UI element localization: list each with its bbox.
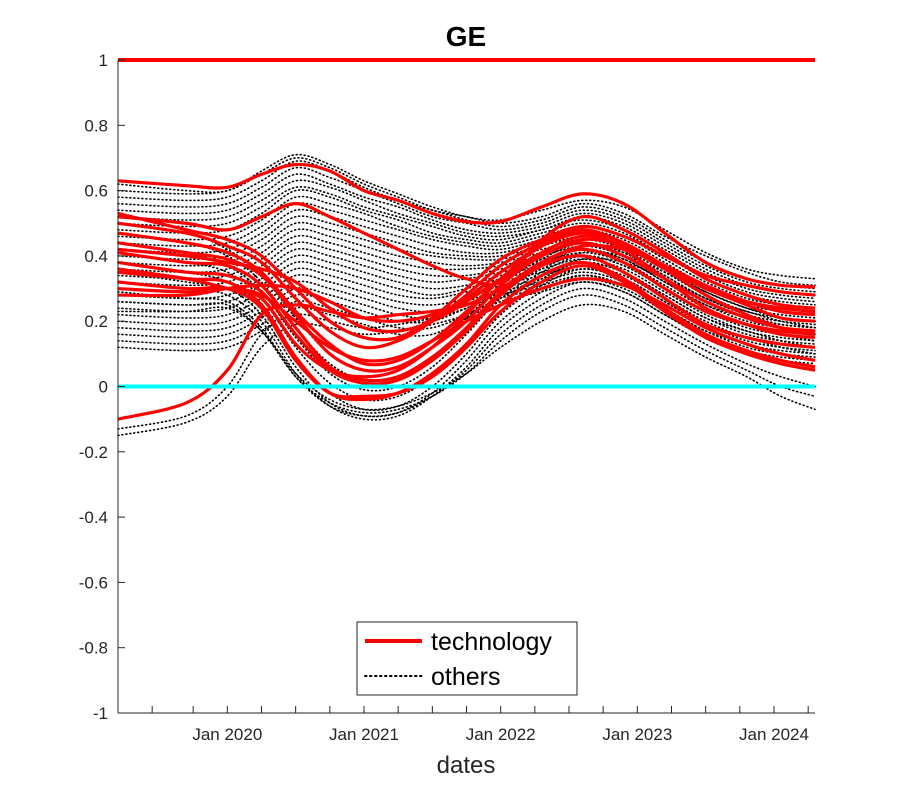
y-tick-label: 0.4 — [84, 247, 108, 266]
others-line-12 — [117, 215, 816, 319]
y-tick-label: 0.8 — [84, 116, 108, 135]
legend: technology others — [356, 621, 578, 696]
others-line-33 — [117, 281, 816, 421]
y-tick-label: -1 — [93, 704, 108, 723]
technology-line-15 — [117, 231, 816, 379]
technology-line-11 — [117, 277, 816, 363]
technology-line-12 — [117, 231, 816, 336]
others-line-8 — [117, 189, 816, 306]
axes: -1 -0.8 -0.6 -0.4 -0.2 0 0.2 0.4 0.6 0.8 1 Jan 202… — [79, 51, 815, 744]
y-tick-label: -0.2 — [79, 443, 108, 462]
x-tick-label: Jan 2023 — [602, 725, 672, 744]
others-line-34 — [117, 287, 816, 418]
y-tick-label: 0.6 — [84, 182, 108, 201]
y-tick-label: 1 — [99, 51, 108, 70]
y-tick-label: 0 — [99, 378, 108, 397]
technology-line-1 — [117, 162, 816, 289]
technology-line-14 — [117, 237, 816, 334]
y-tick-label: -0.8 — [79, 639, 108, 658]
others-line-1 — [117, 153, 816, 280]
others-line-4 — [117, 166, 816, 293]
series-technology — [117, 162, 816, 421]
technology-line-8 — [117, 254, 816, 386]
technology-line-9 — [117, 260, 816, 402]
x-axis-label: dates — [437, 752, 496, 779]
others-line-37 — [117, 250, 816, 430]
technology-line-2 — [117, 202, 816, 310]
legend-box — [356, 621, 578, 696]
others-line-16 — [117, 241, 816, 332]
y-tick-label: 0.2 — [84, 312, 108, 331]
y-tick-label: -0.4 — [79, 508, 108, 527]
plot-lines — [117, 58, 816, 437]
x-tick-label: Jan 2022 — [466, 725, 536, 744]
x-tick-label: Jan 2020 — [192, 725, 262, 744]
legend-technology-label: technology — [431, 628, 552, 656]
x-tick-label: Jan 2021 — [329, 725, 399, 744]
others-line-6 — [117, 179, 816, 300]
x-ticks: Jan 2020 Jan 2021 Jan 2022 Jan 2023 Jan 2024 — [151, 706, 809, 744]
others-line-32 — [117, 271, 816, 418]
others-line-14 — [117, 228, 816, 326]
y-tick-label: -0.6 — [79, 573, 108, 592]
others-line-9 — [117, 195, 816, 309]
technology-line-3 — [117, 211, 816, 342]
chart-title: GE — [446, 21, 486, 52]
others-line-36 — [117, 303, 816, 411]
others-line-5 — [117, 173, 816, 296]
technology-line-13 — [117, 243, 816, 421]
x-tick-label: Jan 2024 — [739, 725, 809, 744]
y-ticks: -1 -0.8 -0.6 -0.4 -0.2 0 0.2 0.4 0.6 0.8 1 — [79, 51, 125, 723]
technology-line-10 — [117, 264, 816, 399]
legend-others-label: others — [431, 663, 500, 691]
